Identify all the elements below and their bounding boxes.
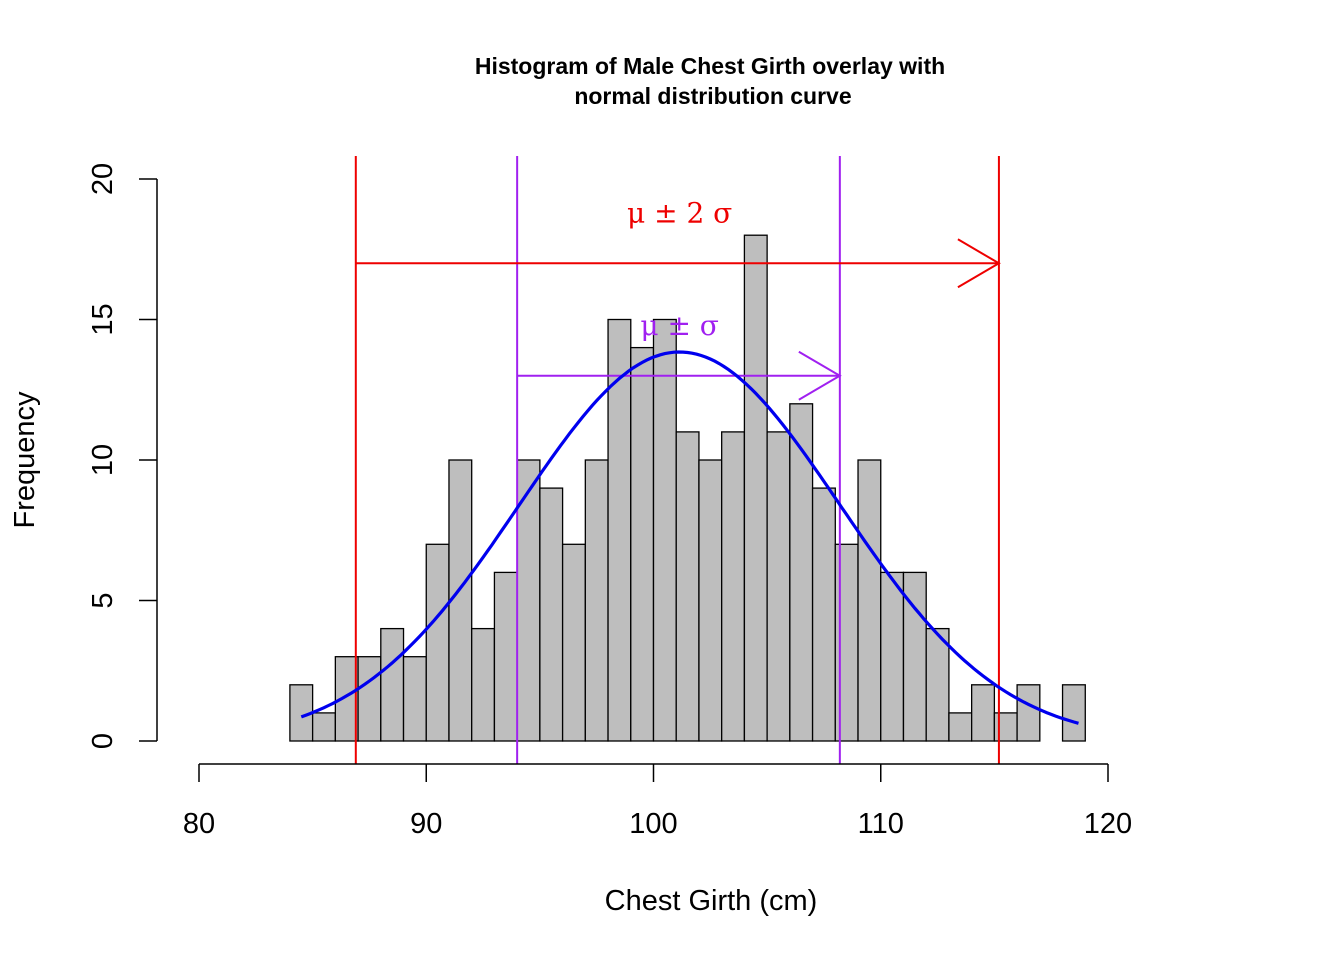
histogram-bar [471,627,496,742]
histogram-bar [948,712,973,742]
histogram-bar [789,403,814,742]
sigma-lines [354,156,1000,764]
y-tick-label: 20 [87,163,119,195]
two-sigma-arrowhead [957,238,1001,289]
histogram-bar [971,684,996,742]
y-tick-label: 0 [87,733,119,749]
histogram-bar [311,712,337,742]
x-tick-label: 100 [629,808,677,840]
histogram-bar [493,571,518,742]
axes: 80 90 100 110 120 0 5 10 15 20 [87,163,1132,840]
histogram-bar [857,459,882,742]
histogram-bar [402,656,427,742]
histogram-bar [584,459,609,742]
x-axis-label: Chest Girth (cm) [605,885,818,917]
histogram-bar [925,627,950,742]
one-sigma-label: μ ± σ [640,309,719,342]
two-sigma-label: μ ± 2 σ [627,197,732,230]
x-tick-label: 80 [183,808,215,840]
y-tick-label: 15 [87,303,119,335]
one-sigma-arrowhead [798,350,842,401]
sigma-arrows [355,238,1001,401]
histogram-bar [811,487,836,742]
histogram-bar [1016,684,1041,742]
histogram-bar [1061,684,1086,742]
histogram-bar [675,431,700,742]
chart-title-line-1: Histogram of Male Chest Girth overlay wi… [475,53,945,79]
histogram-bar [698,459,723,742]
histogram-bar [721,431,746,742]
histogram-bar [880,571,905,742]
histogram-bar [993,712,1018,742]
x-tick-label: 90 [410,808,442,840]
histogram-bar [630,346,655,742]
x-tick-label: 110 [858,808,904,840]
histogram-bar [834,543,859,742]
histogram-bar [425,543,450,742]
histogram-bar [539,487,564,742]
normal-curve-group [300,350,1079,725]
histogram-bar [561,543,586,742]
histogram-bar [607,318,632,742]
x-tick-label: 120 [1084,808,1132,840]
y-axis-label: Frequency [9,391,41,529]
histogram-bar [357,656,382,742]
histogram-bar [652,318,677,742]
y-tick-label: 10 [87,444,119,476]
y-tick-label: 5 [87,592,119,608]
normal-distribution-curve [300,350,1079,725]
histogram-bar [766,431,791,742]
histogram-bar [380,627,405,742]
chart-title-line-2: normal distribution curve [574,83,851,109]
histogram-bar [743,234,768,742]
